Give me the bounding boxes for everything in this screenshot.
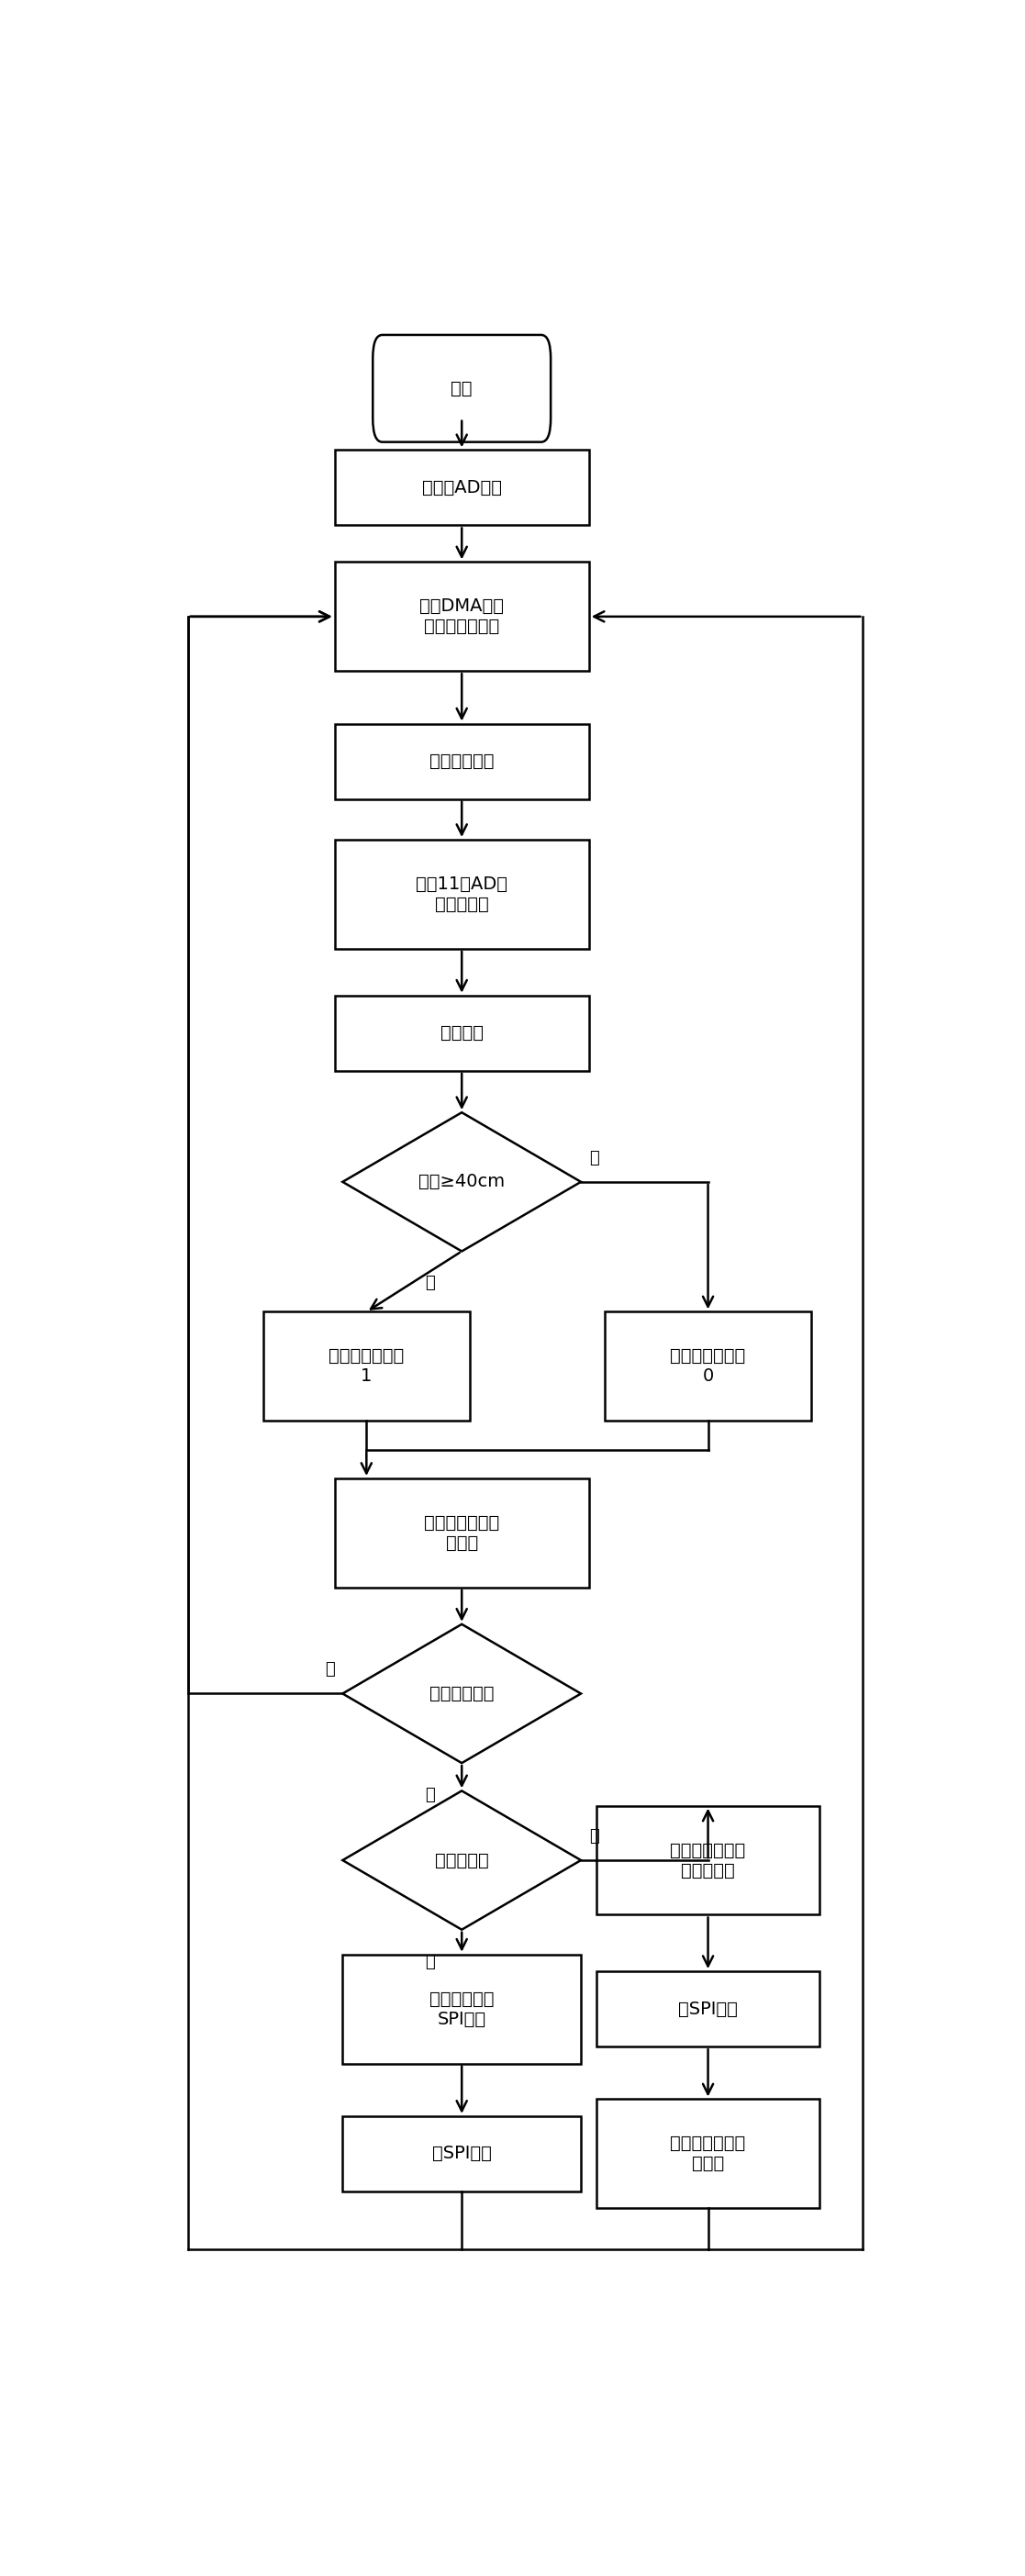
Bar [597, 2099, 819, 2208]
Text: 读SPI数据: 读SPI数据 [432, 2146, 492, 2161]
Text: 多个采样模组: 多个采样模组 [429, 1685, 494, 1703]
Text: 记录采样数据为
1: 记录采样数据为 1 [329, 1347, 404, 1386]
Text: 高度≥40cm: 高度≥40cm [418, 1172, 505, 1190]
Text: 等待采样中断: 等待采样中断 [429, 752, 494, 770]
Bar [334, 562, 589, 672]
Text: 是: 是 [425, 1275, 435, 1291]
Bar [597, 1971, 819, 2048]
Text: 计算高度: 计算高度 [440, 1025, 484, 1041]
Bar [263, 1311, 469, 1422]
Text: 是: 是 [425, 1953, 435, 1971]
Text: 否: 否 [588, 1149, 599, 1167]
Text: 读SPI数据: 读SPI数据 [679, 2002, 738, 2017]
Bar [334, 724, 589, 799]
Bar [597, 1806, 819, 1914]
Text: 主采样模组: 主采样模组 [435, 1852, 489, 1870]
Text: 开始: 开始 [451, 379, 473, 397]
Polygon shape [342, 1625, 581, 1762]
Text: 写采样数据到存
储空间: 写采样数据到存 储空间 [424, 1515, 499, 1551]
Text: 发送数据到主采
样模组: 发送数据到主采 样模组 [670, 2136, 746, 2172]
Bar [342, 1955, 581, 2063]
Text: 初始化AD采样: 初始化AD采样 [422, 479, 501, 497]
Bar [605, 1311, 812, 1422]
Bar [342, 2115, 581, 2192]
Text: 读取11个AD采
样点的数值: 读取11个AD采 样点的数值 [416, 876, 507, 912]
Bar [334, 451, 589, 526]
Bar [334, 994, 589, 1072]
Text: 否: 否 [588, 1829, 599, 1844]
Text: 等待主采样模组
取数据命令: 等待主采样模组 取数据命令 [670, 1842, 746, 1878]
Text: 配置DMA时间
周期和存储空间: 配置DMA时间 周期和存储空间 [419, 598, 504, 636]
Polygon shape [342, 1790, 581, 1929]
Text: 记录采样数据为
0: 记录采样数据为 0 [670, 1347, 746, 1386]
Text: 取从采样模组
SPI数据: 取从采样模组 SPI数据 [429, 1991, 494, 2027]
Polygon shape [342, 1113, 581, 1252]
FancyBboxPatch shape [373, 335, 550, 443]
Bar [334, 840, 589, 948]
Bar [334, 1479, 589, 1587]
Text: 否: 否 [325, 1662, 334, 1677]
Text: 是: 是 [425, 1788, 435, 1803]
